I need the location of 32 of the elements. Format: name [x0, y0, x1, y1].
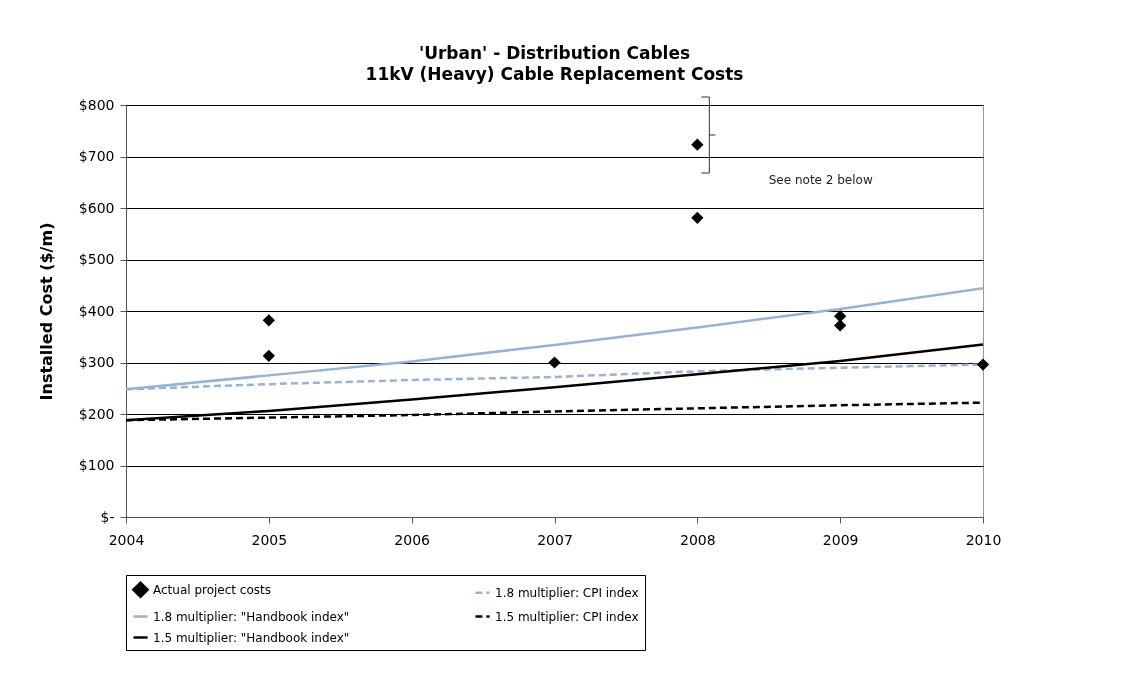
point	[262, 349, 275, 362]
chart-subtitle: 11kV (Heavy) Cable Replacement Costs	[365, 64, 744, 84]
x-tick-label: 2010	[965, 531, 1002, 548]
annotation: See note 2 below	[768, 173, 873, 187]
y-axis-title: Installed Cost ($/m)	[36, 222, 56, 401]
point	[691, 211, 704, 224]
legend-label: 1.5 multiplier: CPI index	[495, 609, 639, 624]
x-tick-label: 2006	[394, 531, 431, 548]
x-tick-label: 2008	[680, 531, 716, 548]
point	[262, 314, 275, 327]
point	[691, 138, 704, 151]
x-tick-label: 2009	[822, 531, 859, 548]
y-tick-label: $400	[78, 302, 115, 319]
legend-label: 1.5 multiplier: "Handbook index"	[153, 630, 350, 645]
x-tick-label: 2004	[108, 531, 145, 548]
y-tick-label: $-	[100, 508, 115, 525]
y-tick-label: $600	[78, 199, 115, 216]
x-tick-label: 2005	[251, 531, 288, 548]
point	[976, 358, 990, 371]
point	[548, 356, 561, 369]
point	[834, 319, 847, 332]
chart-title: 'Urban' - Distribution Cables	[418, 43, 691, 63]
y-tick-label: $300	[78, 354, 115, 370]
y-tick-label: $800	[78, 96, 115, 113]
y-tick-label: $500	[78, 251, 115, 267]
legend-label: 1.8 multiplier: CPI index	[495, 585, 639, 600]
x-tick-label: 2007	[537, 531, 573, 548]
legend-label: 1.8 multiplier: "Handbook index"	[153, 609, 350, 624]
y-tick-label: $700	[78, 148, 115, 164]
y-tick-label: $200	[78, 405, 115, 422]
y-tick-label: $100	[78, 457, 115, 473]
legend-label: Actual project costs	[153, 582, 272, 597]
